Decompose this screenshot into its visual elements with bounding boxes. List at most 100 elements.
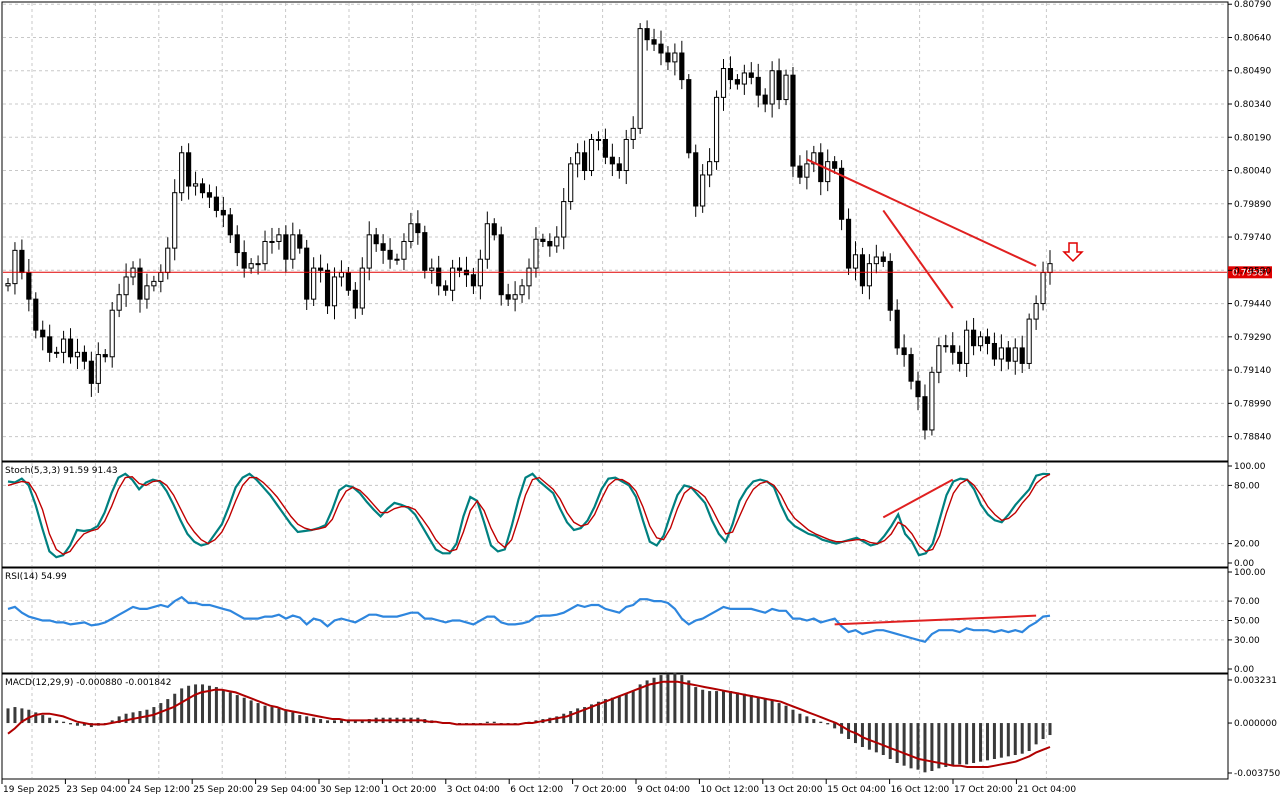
candle-body [443,285,449,291]
price-overlay: 0.79581 [3,158,1272,309]
candle-body [81,351,87,362]
candle-body [47,336,53,353]
candle-body [324,269,331,307]
candle-body [526,267,532,287]
candle-body [234,234,240,254]
macd-histogram-bar [992,723,996,760]
macd-histogram-bar [979,723,983,762]
candle-body [1047,263,1053,274]
macd-histogram-bar [235,695,239,724]
macd-histogram-bar [791,709,795,724]
macd-histogram-bar [812,719,816,724]
macd-histogram-bar [312,717,316,724]
indicator-tick-label: 80.00 [1234,481,1260,491]
macd-histogram-bar [117,716,121,724]
macd-histogram-bar [638,684,642,724]
candle-body [255,263,261,266]
candle-body [540,238,546,242]
candle-body [755,76,761,96]
candle-body [304,247,310,300]
candle-body [359,267,365,309]
series-line [7,595,1051,644]
candle-body [338,272,345,278]
candle-body [519,285,525,296]
macd-histogram-bar [326,720,330,724]
macd-histogram-bar [944,723,948,768]
macd-histogram-bar [1027,723,1031,752]
macd-histogram-bar [777,703,781,724]
macd-histogram-bar [645,680,649,724]
current-price-label: 0.79581 [1232,268,1269,278]
candle-body [776,70,782,101]
candle-body [616,163,622,172]
macd-histogram-bar [207,685,211,724]
macd-histogram-bar [902,723,906,766]
candle-body [33,298,39,331]
price-tick-label: 0.79440 [1234,300,1271,310]
candle-body [456,267,463,271]
macd-histogram-bar [555,716,559,724]
macd-histogram-bar [69,723,73,725]
macd-histogram-bar [999,723,1003,758]
candle-body [373,234,379,245]
candle-body [873,256,879,265]
candle-body [950,345,956,353]
candle-body [866,263,872,287]
macd-histogram-bar [221,689,225,724]
candle-body [547,240,553,247]
candle-body [880,256,886,262]
macd-histogram-bar [874,723,878,753]
candle-body [1040,272,1046,305]
candle-body [887,260,893,311]
macd-histogram-bar [291,712,295,724]
macd-histogram-bar [263,705,267,724]
candle-body [26,272,32,300]
candle-body [769,70,775,105]
macd-histogram-bar [562,713,566,724]
x-tick-label: 15 Oct 04:00 [827,785,886,795]
candle-body [116,294,122,311]
macd-histogram-bar [867,723,871,750]
candle-body [609,156,615,165]
candle-body [1012,347,1018,362]
candle-body [436,267,442,287]
indicator-tick-label: 0.00 [1234,665,1254,675]
candle-body [40,329,46,338]
macd-histogram-bar [756,697,760,724]
indicator-tick-label: 100.00 [1234,462,1266,472]
candle-body [505,294,511,300]
macd-histogram-bar [256,703,260,724]
price-tick-label: 0.80340 [1234,100,1271,110]
candle-body [991,342,998,360]
x-tick-label: 30 Sep 12:00 [320,785,380,795]
price-tick-label: 0.80790 [1234,0,1271,10]
macd-histogram-bar [840,723,844,734]
candle-body [206,192,213,198]
candle-body [790,74,796,167]
price-tick-label: 0.80490 [1234,67,1271,77]
macd-histogram-bar [583,707,587,724]
x-tick-label: 16 Oct 12:00 [891,785,950,795]
candle-body [408,223,414,242]
candle-body [658,43,664,54]
x-tick-label: 1 Oct 20:00 [383,785,436,795]
candle-body [429,267,435,271]
macd-histogram-bar [735,692,739,724]
macd-histogram-bar [652,677,656,724]
candle-body [151,280,157,287]
candle-body [102,354,108,358]
candle-body [929,371,935,431]
candle-body [297,234,303,249]
candle-body [401,240,407,260]
candle-body [60,338,67,353]
price-tick-label: 0.79740 [1234,233,1271,243]
candle-body [109,309,115,358]
series-line [7,473,1051,556]
candle-body [741,72,747,85]
price-tick-label: 0.79890 [1234,200,1271,210]
candle-body [984,336,991,344]
candle-body [748,72,754,78]
macd-histogram-bar [909,723,913,769]
price-candles [5,20,1053,440]
